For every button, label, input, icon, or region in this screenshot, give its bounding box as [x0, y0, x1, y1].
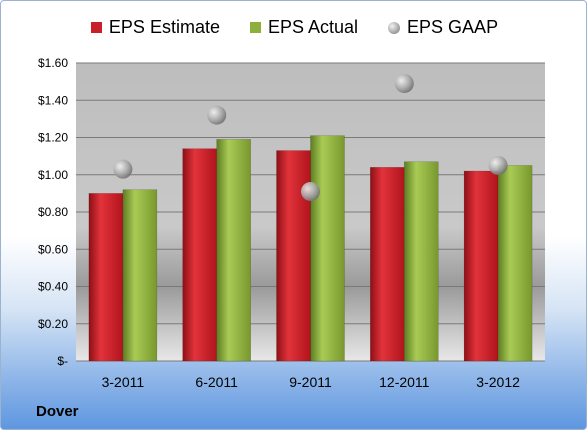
bar-eps-estimate: [463, 170, 499, 362]
x-tick-label: 6-2011: [195, 374, 238, 390]
marker-eps-gaap: [394, 73, 414, 93]
y-tick-label: $0.20: [38, 317, 68, 331]
company-label: Dover: [36, 403, 79, 420]
y-tick-label: $1.60: [38, 56, 68, 70]
x-tick-label: 12-2011: [379, 374, 430, 390]
bar-eps-estimate: [88, 193, 124, 362]
bar-eps-estimate: [182, 148, 217, 362]
bar-eps-actual: [216, 139, 251, 362]
y-tick-label: $0.80: [38, 205, 68, 219]
y-tick-label: $0.40: [38, 280, 68, 294]
x-tick-label: 3-2011: [102, 374, 145, 390]
estimate-swatch-icon: [90, 22, 102, 33]
gaap-swatch-icon: [388, 21, 401, 34]
legend: EPS Estimate EPS Actual EPS GAAP: [1, 17, 586, 38]
x-tick-label: 3-2012: [476, 374, 520, 390]
y-tick-label: $0.60: [38, 242, 68, 256]
bar-eps-estimate: [276, 150, 311, 362]
legend-item-actual: EPS Actual: [249, 17, 359, 38]
bar-eps-actual: [404, 161, 439, 362]
y-tick-label: $1.00: [38, 168, 68, 182]
bar-eps-estimate: [370, 167, 405, 362]
legend-label-actual: EPS Actual: [267, 17, 359, 37]
x-tick-label: 9-2011: [289, 374, 332, 390]
marker-eps-gaap: [301, 182, 320, 202]
marker-eps-gaap: [207, 105, 227, 125]
bar-eps-actual: [497, 165, 533, 362]
legend-item-gaap: EPS GAAP: [388, 17, 498, 38]
legend-label-gaap: EPS GAAP: [407, 17, 499, 37]
y-tick-label: $-: [57, 354, 68, 368]
actual-swatch-icon: [249, 22, 261, 33]
legend-label-estimate: EPS Estimate: [108, 17, 220, 37]
marker-eps-gaap: [113, 159, 133, 179]
bar-eps-actual: [310, 135, 345, 362]
marker-eps-gaap: [488, 155, 508, 175]
y-tick-label: $1.20: [38, 131, 68, 145]
bar-eps-actual: [122, 189, 158, 362]
y-tick-label: $1.40: [38, 93, 68, 107]
legend-item-estimate: EPS Estimate: [90, 17, 220, 38]
